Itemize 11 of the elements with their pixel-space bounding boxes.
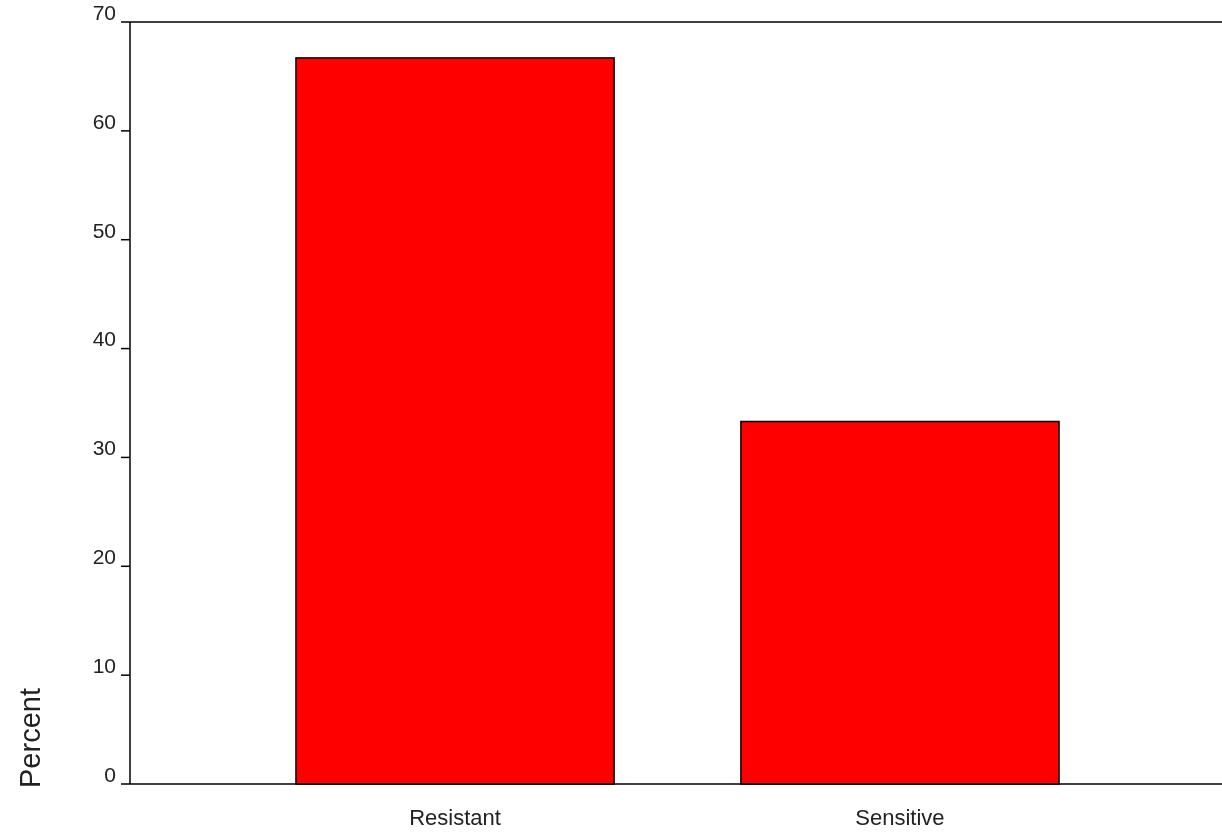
y-tick-label: 10 <box>92 654 116 678</box>
y-tick-label: 50 <box>92 218 116 242</box>
y-tick-label: 70 <box>92 0 116 24</box>
y-axis-title: Percent <box>14 688 46 788</box>
y-tick-label: 40 <box>92 327 116 351</box>
y-tick-label: 30 <box>92 436 116 460</box>
x-tick-label: Sensitive <box>855 805 945 830</box>
y-tick-label: 20 <box>92 545 116 569</box>
y-tick-label: 60 <box>92 109 116 133</box>
x-tick-label: Resistant <box>409 805 501 830</box>
y-tick-label: 0 <box>104 762 116 786</box>
